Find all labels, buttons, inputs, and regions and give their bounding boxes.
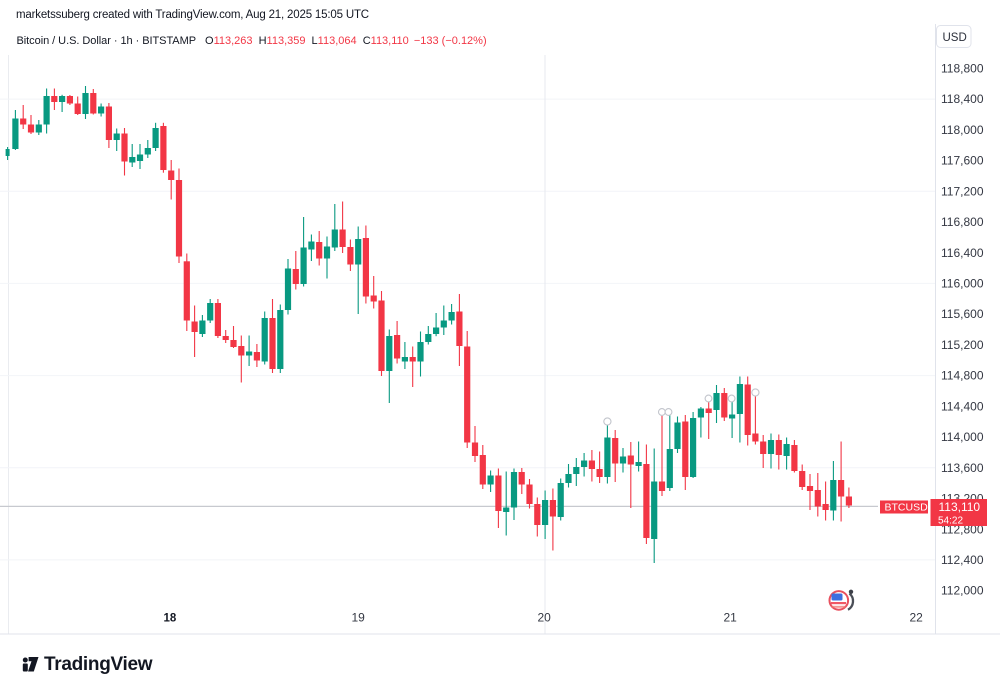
svg-text:marketssuberg created with Tra: marketssuberg created with TradingView.c… — [16, 9, 369, 21]
svg-text:Bitcoin / U.S. Dollar · 1h · B: Bitcoin / U.S. Dollar · 1h · BITSTAMP — [17, 35, 197, 47]
svg-text:21: 21 — [724, 611, 738, 625]
svg-text:114,400: 114,400 — [941, 399, 984, 413]
svg-text:118,400: 118,400 — [941, 92, 984, 106]
svg-text:112,400: 112,400 — [941, 553, 984, 567]
svg-text:BTCUSD: BTCUSD — [885, 502, 929, 514]
svg-text:115,200: 115,200 — [941, 338, 984, 352]
svg-text:TradingView: TradingView — [44, 654, 153, 675]
svg-text:22: 22 — [910, 611, 924, 625]
svg-text:116,800: 116,800 — [941, 215, 984, 229]
svg-text:113,600: 113,600 — [941, 461, 984, 475]
svg-text:112,000: 112,000 — [941, 584, 984, 598]
svg-text:O113,263 H113,359 L113,064 C11: O113,263 H113,359 L113,064 C113,110 −133… — [205, 35, 487, 47]
svg-text:117,200: 117,200 — [941, 184, 984, 198]
svg-text:115,600: 115,600 — [941, 307, 984, 321]
svg-text:113,110: 113,110 — [939, 500, 981, 514]
svg-text:116,400: 116,400 — [941, 246, 984, 260]
svg-text:118,000: 118,000 — [941, 123, 984, 137]
svg-text:18: 18 — [164, 613, 177, 625]
svg-text:117,600: 117,600 — [941, 154, 984, 168]
svg-text:20: 20 — [538, 611, 552, 625]
svg-text:114,800: 114,800 — [941, 369, 984, 383]
svg-text:USD: USD — [943, 32, 967, 44]
svg-text:118,800: 118,800 — [941, 62, 984, 76]
svg-text:19: 19 — [352, 611, 366, 625]
svg-text:116,000: 116,000 — [941, 277, 984, 291]
svg-text:114,000: 114,000 — [941, 430, 984, 444]
svg-text:54:22: 54:22 — [938, 516, 963, 527]
